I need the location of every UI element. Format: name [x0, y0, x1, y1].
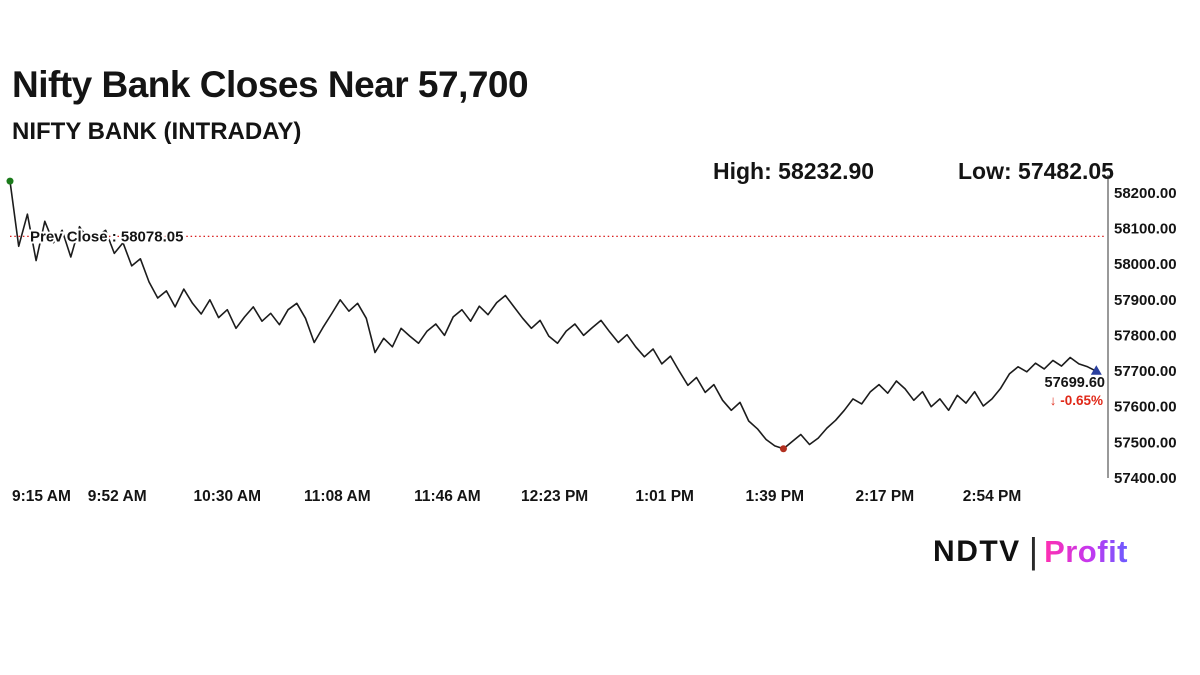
- y-tick-label: 57500.00: [1114, 434, 1177, 451]
- x-tick-label: 11:46 AM: [414, 488, 481, 505]
- x-tick-label: 1:01 PM: [635, 488, 694, 505]
- y-tick-label: 57400.00: [1114, 470, 1177, 487]
- x-tick-label: 11:08 AM: [304, 488, 371, 505]
- y-tick-label: 57600.00: [1114, 399, 1177, 416]
- brand-divider: |: [1028, 530, 1039, 571]
- x-tick-label: 2:17 PM: [856, 488, 915, 505]
- y-tick-label: 58200.00: [1114, 185, 1177, 202]
- low-value-label: Low: 57482.05: [958, 158, 1114, 184]
- y-tick-label: 58000.00: [1114, 256, 1177, 273]
- brand-logo: NDTV | Profit: [933, 530, 1128, 574]
- chart-subtitle: NIFTY BANK (INTRADAY): [12, 118, 302, 145]
- last-price-marker: [1090, 365, 1102, 375]
- y-tick-label: 57700.00: [1114, 363, 1177, 380]
- price-line: [9, 180, 1098, 450]
- high-value-label: High: 58232.90: [713, 158, 875, 184]
- brand-ndtv-text: NDTV: [933, 535, 1021, 568]
- x-tick-label: 9:15 AM: [12, 488, 71, 505]
- y-tick-label: 57900.00: [1114, 292, 1177, 309]
- session-low-marker: [779, 445, 787, 453]
- page-title: Nifty Bank Closes Near 57,700: [12, 64, 529, 105]
- y-tick-label: 58100.00: [1114, 220, 1177, 237]
- y-tick-label: 57800.00: [1114, 327, 1177, 344]
- x-tick-label: 10:30 AM: [194, 488, 261, 505]
- x-tick-label: 1:39 PM: [745, 488, 804, 505]
- x-tick-label: 2:54 PM: [963, 488, 1022, 505]
- x-tick-label: 12:23 PM: [521, 488, 588, 505]
- last-price-label: 57699.60: [1045, 375, 1105, 391]
- x-tick-label: 9:52 AM: [88, 488, 147, 505]
- last-change-label: ↓ -0.65%: [1050, 393, 1103, 408]
- brand-profit-text: Profit: [1044, 534, 1128, 569]
- prev-close-label: Prev Close : 58078.05: [30, 228, 183, 245]
- session-start-marker: [6, 177, 14, 185]
